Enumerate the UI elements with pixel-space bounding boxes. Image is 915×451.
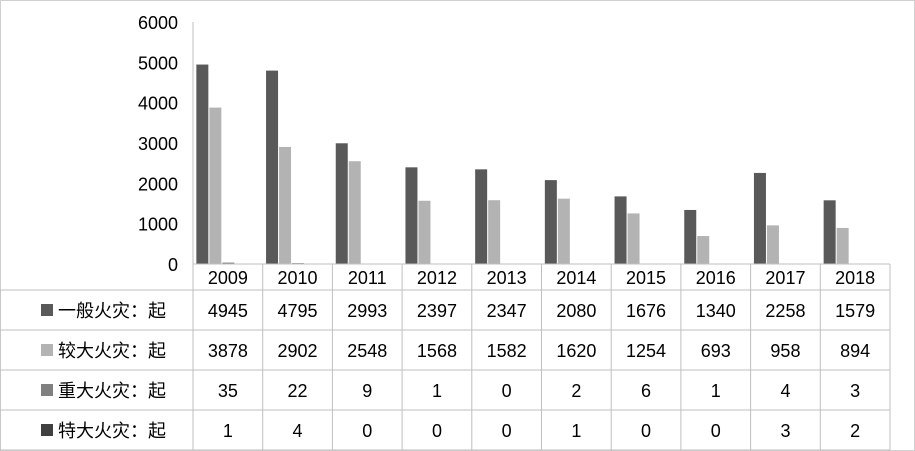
- data-value: 1568: [417, 341, 457, 361]
- bar: [684, 209, 697, 264]
- data-value: 2: [850, 421, 860, 441]
- bar: [266, 70, 279, 264]
- data-value: 4: [293, 421, 303, 441]
- bar: [614, 196, 627, 264]
- data-value: 2902: [278, 341, 318, 361]
- data-value: 0: [432, 421, 442, 441]
- bar: [836, 227, 849, 264]
- data-value: 2548: [347, 341, 387, 361]
- y-tick-label: 4000: [138, 94, 178, 114]
- bar: [544, 180, 557, 264]
- data-value: 0: [502, 421, 512, 441]
- data-value: 4: [780, 381, 790, 401]
- data-value: 1676: [626, 301, 666, 321]
- data-value: 4945: [208, 301, 248, 321]
- bar: [697, 236, 710, 264]
- data-value: 35: [218, 381, 238, 401]
- bars-layer: [196, 64, 875, 264]
- x-tick-label: 2014: [556, 268, 596, 288]
- data-value: 0: [711, 421, 721, 441]
- y-tick-label: 5000: [138, 53, 178, 73]
- data-value: 3: [780, 421, 790, 441]
- data-value: 0: [362, 421, 372, 441]
- x-tick-label: 2016: [696, 268, 736, 288]
- x-tick-label: 2017: [765, 268, 805, 288]
- bar: [335, 143, 348, 264]
- y-tick-label: 6000: [138, 13, 178, 33]
- x-tick-label: 2013: [487, 268, 527, 288]
- data-value: 4795: [278, 301, 318, 321]
- y-tick-label: 1000: [138, 215, 178, 235]
- data-value: 22: [288, 381, 308, 401]
- series-label: 重大火灾：起: [58, 381, 166, 401]
- data-value: 2: [571, 381, 581, 401]
- data-value: 0: [502, 381, 512, 401]
- x-tick-label: 2010: [278, 268, 318, 288]
- bar: [627, 213, 640, 264]
- bar: [418, 200, 431, 264]
- series-label: 较大火灾：起: [58, 341, 166, 361]
- series-label: 一般火灾：起: [58, 301, 166, 321]
- bar: [766, 225, 779, 264]
- data-table: 2009 2010 2011 2012 2013 2014 2015 2016 2017 2018…: [0, 263, 891, 451]
- bar: [209, 107, 222, 264]
- axis-layer: 0 1000 2000 3000 4000 5000 6000: [138, 13, 194, 275]
- legend-key: [41, 384, 53, 396]
- data-value: 1: [571, 421, 581, 441]
- bar: [222, 262, 235, 264]
- data-value: 2347: [487, 301, 527, 321]
- data-value: 2993: [347, 301, 387, 321]
- bar: [753, 172, 766, 264]
- legend-key: [41, 344, 53, 356]
- y-tick-label: 2000: [138, 174, 178, 194]
- data-value: 958: [770, 341, 800, 361]
- bar: [823, 200, 836, 264]
- legend-key: [41, 424, 53, 436]
- data-value: 1: [223, 421, 233, 441]
- data-value: 1579: [835, 301, 875, 321]
- data-value: 3878: [208, 341, 248, 361]
- y-tick-label: 0: [168, 255, 178, 275]
- data-value: 1254: [626, 341, 666, 361]
- data-value: 2397: [417, 301, 457, 321]
- bar: [196, 64, 209, 264]
- data-value: 2080: [556, 301, 596, 321]
- data-value: 1620: [556, 341, 596, 361]
- data-value: 9: [362, 381, 372, 401]
- bar: [488, 200, 501, 264]
- bar: [279, 146, 292, 264]
- data-value: 0: [641, 421, 651, 441]
- bar: [405, 167, 418, 264]
- x-tick-label: 2018: [835, 268, 875, 288]
- series-label: 特大火灾：起: [58, 421, 166, 441]
- data-value: 1: [711, 381, 721, 401]
- data-value: 3: [850, 381, 860, 401]
- x-tick-label: 2011: [348, 268, 387, 288]
- data-value: 1: [432, 381, 442, 401]
- data-value: 693: [701, 341, 731, 361]
- data-value: 6: [641, 381, 651, 401]
- data-value: 894: [840, 341, 870, 361]
- legend-key: [41, 304, 53, 316]
- bar: [557, 198, 570, 264]
- y-tick-label: 3000: [138, 134, 178, 154]
- bar: [348, 161, 361, 264]
- data-value: 1582: [487, 341, 527, 361]
- data-value: 1340: [696, 301, 736, 321]
- x-tick-label: 2015: [626, 268, 666, 288]
- x-tick-label: 2009: [208, 268, 248, 288]
- x-tick-label: 2012: [417, 268, 457, 288]
- bar: [475, 169, 488, 264]
- data-value: 2258: [765, 301, 805, 321]
